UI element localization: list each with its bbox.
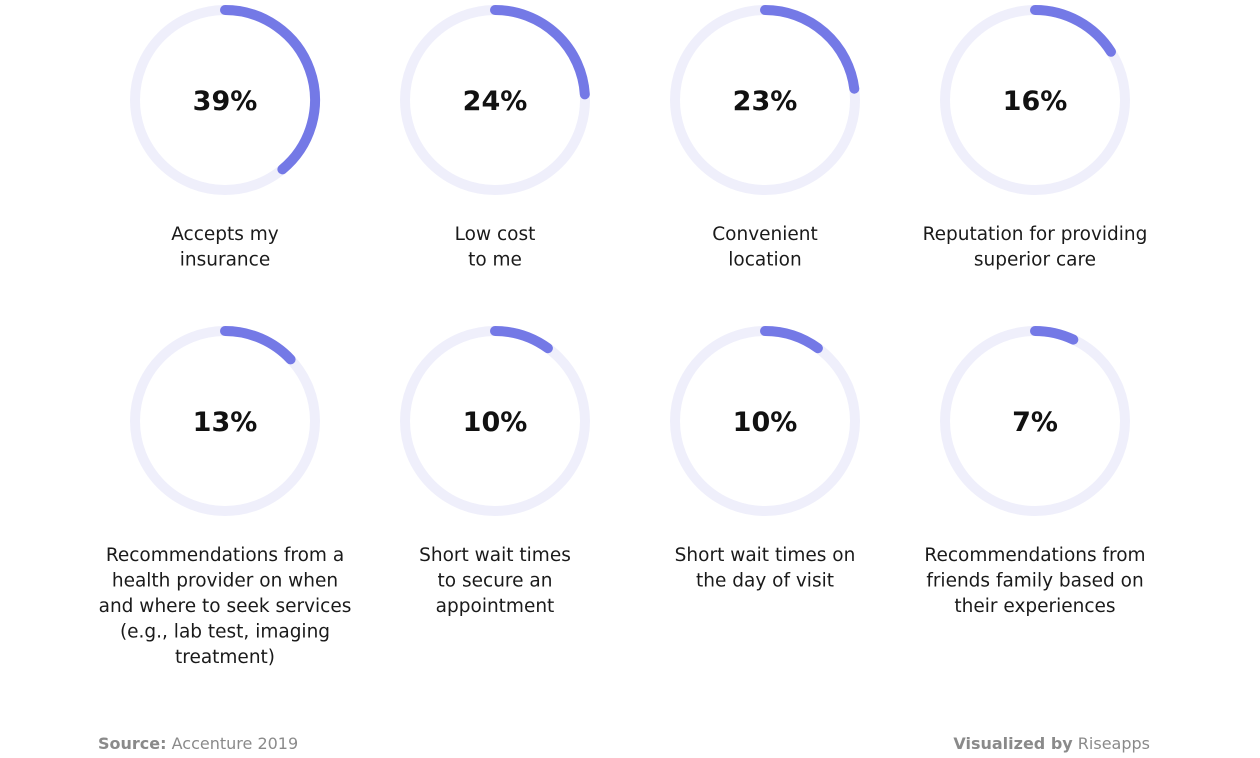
- value-label: 10%: [463, 407, 528, 438]
- source-label: Source:: [98, 734, 167, 753]
- category-label: Low cost to me: [455, 224, 536, 271]
- category-label: Short wait times to secure an appointment: [419, 545, 571, 617]
- category-label-line: (e.g., lab test, imaging: [120, 622, 330, 643]
- category-label-line: Accepts my: [171, 224, 279, 245]
- donut-arc: [1030, 326, 1079, 345]
- category-label: Recommendations from friends family based…: [924, 545, 1145, 617]
- category-label-line: to me: [468, 250, 522, 271]
- category-label: Short wait times on the day of visit: [675, 545, 856, 592]
- donut-item-2: 24% Low cost to me: [400, 5, 590, 271]
- category-label: Recommendations from a health provider on…: [99, 545, 352, 668]
- value-label: 10%: [733, 407, 798, 438]
- value-label: 16%: [1003, 86, 1068, 117]
- donut-item-5: 13% Recommendations from a health provider…: [99, 326, 352, 668]
- category-label-line: friends family based on: [926, 571, 1143, 592]
- category-label-line: their experiences: [954, 596, 1115, 617]
- category-label-line: appointment: [436, 596, 555, 617]
- donut-item-7: 10% Short wait times on the day of visit: [670, 326, 860, 592]
- category-label-line: superior care: [974, 250, 1096, 271]
- source-note: Source: Accenture 2019: [98, 734, 298, 753]
- donut-arc: [490, 5, 590, 100]
- donut-arc: [760, 326, 823, 354]
- visualized-by-value: Riseapps: [1077, 734, 1150, 753]
- value-label: 13%: [193, 407, 258, 438]
- donut-arc: [220, 5, 321, 175]
- source-value: Accenture 2019: [171, 734, 299, 753]
- donut-item-4: 16% Reputation for providing superior care: [923, 5, 1148, 271]
- category-label-line: Short wait times on: [675, 545, 856, 566]
- category-label: Convenient location: [712, 224, 818, 271]
- category-label-line: Recommendations from: [924, 545, 1145, 566]
- donut-arc: [490, 326, 553, 354]
- donut-item-8: 7% Recommendations from friends family bas…: [924, 326, 1146, 617]
- donut-item-6: 10% Short wait times to secure an appointme…: [400, 326, 590, 617]
- visualized-by-note: Visualized by Riseapps: [953, 734, 1150, 753]
- category-label-line: Convenient: [712, 224, 818, 245]
- category-label-line: health provider on when: [112, 571, 338, 592]
- visualized-by-label: Visualized by: [953, 734, 1073, 753]
- donut-arc: [760, 5, 860, 94]
- value-label: 23%: [733, 86, 798, 117]
- category-label-line: Recommendations from a: [106, 545, 344, 566]
- donut-item-1: 39% Accepts my insurance: [130, 5, 321, 271]
- value-label: 7%: [1012, 407, 1058, 438]
- category-label-line: Low cost: [455, 224, 536, 245]
- category-label-line: to secure an: [438, 571, 553, 592]
- category-label-line: treatment): [175, 647, 275, 668]
- donut-chart-grid: 39% Accepts my insurance 24% Low cost to me 23…: [99, 5, 1148, 668]
- category-label: Accepts my insurance: [171, 224, 279, 271]
- donut-arc: [220, 326, 296, 365]
- category-label-line: Short wait times: [419, 545, 571, 566]
- category-label: Reputation for providing superior care: [923, 224, 1148, 271]
- value-label: 24%: [463, 86, 528, 117]
- value-label: 39%: [193, 86, 258, 117]
- category-label-line: and where to seek services: [99, 596, 352, 617]
- donut-item-3: 23% Convenient location: [670, 5, 860, 271]
- category-label-line: location: [728, 250, 801, 271]
- category-label-line: insurance: [180, 250, 270, 271]
- donut-arc: [1030, 5, 1116, 57]
- category-label-line: the day of visit: [696, 571, 834, 592]
- category-label-line: Reputation for providing: [923, 224, 1148, 245]
